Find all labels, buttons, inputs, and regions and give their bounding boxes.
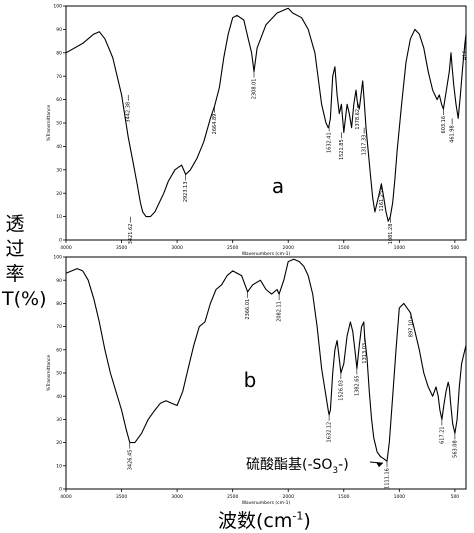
y-axis-label: %Transmittance — [46, 355, 52, 391]
x-tick-label: 1500 — [338, 245, 350, 251]
x-tick-label: 1000 — [394, 245, 406, 251]
peak-label: 2366.01 — [245, 299, 251, 320]
x-tick-label: 1500 — [338, 494, 350, 500]
x-tick-label: 2000 — [282, 494, 294, 500]
x-tick-label: 2500 — [227, 494, 239, 500]
x-tick-label: 2000 — [282, 245, 294, 251]
spectrum-panel-b: 4000 3500 3000 2500 2000 1500 1000 500 0 10 20 30 40… — [46, 255, 467, 506]
y-tick-label: 50 — [56, 121, 62, 127]
y-tick-label: 40 — [56, 144, 62, 150]
peak-label: 2923.13 — [183, 181, 189, 202]
peak-label: 1526.03 — [338, 380, 344, 401]
annotation-end: -) — [338, 457, 349, 473]
peak-label: 2308.01 — [252, 79, 258, 100]
peak-label: 461.98 — [450, 125, 456, 143]
y-tick-label: 40 — [56, 394, 62, 400]
y-tick-label: 70 — [56, 324, 62, 330]
y-tick-label: 0 — [59, 487, 62, 493]
x-axis-label-cn: 波数(cm-1) — [218, 506, 311, 533]
annotation-sub: 3 — [332, 465, 339, 476]
peak-label: 1632.41 — [327, 132, 333, 153]
y-axis-label-cn: 透过率T(%) — [2, 213, 47, 310]
y-tick-label: 30 — [56, 167, 62, 173]
y-tick-label: 70 — [56, 74, 62, 80]
y-tick-label: 30 — [56, 417, 62, 423]
peak-label: 1632.12 — [327, 422, 333, 443]
peak-label: 563.08 — [452, 440, 458, 458]
y-tick-label: 50 — [56, 371, 62, 377]
x-tick-label: 2500 — [227, 245, 239, 251]
peak-label: 1317.33 — [362, 135, 368, 156]
peak-label: 1161.25 — [379, 191, 385, 212]
y-tick-label: 80 — [56, 50, 62, 56]
peak-label: 1378.62 — [355, 109, 361, 130]
peak-label: 3426.45 — [127, 450, 133, 471]
x-axis-label: Wavenumbers (cm-1) — [242, 500, 291, 506]
panel-label: b — [244, 368, 257, 392]
x-tick-label: 3500 — [116, 245, 128, 251]
x-axis-label-text: 波数(cm — [218, 510, 293, 532]
spectrum-panel-a: 4000 3500 3000 2500 2000 1500 1000 500 0 10 20 30 40… — [46, 4, 468, 257]
y-tick-label: 90 — [56, 278, 62, 284]
x-tick-label: 3000 — [171, 245, 183, 251]
y-tick-label: 90 — [56, 27, 62, 33]
y-tick-label: 60 — [56, 347, 62, 353]
y-tick-label: 20 — [56, 191, 62, 197]
x-axis-label-end: ) — [303, 510, 311, 532]
spectrum-line — [65, 7, 467, 222]
peak-label: 2082.11 — [277, 301, 283, 322]
peak-label: 1521.85 — [339, 139, 345, 160]
x-tick-label: 3500 — [116, 494, 128, 500]
sulfate-ester-annotation: 硫酸酯基(-SO3-) — [246, 454, 349, 476]
x-tick-label: 500 — [451, 245, 460, 251]
y-tick-label: 0 — [59, 238, 62, 244]
peak-label: 3421.62 — [128, 224, 134, 245]
x-tick-label: 1000 — [394, 494, 406, 500]
peak-label: 416 — [462, 50, 468, 60]
x-axis-label-sup: -1 — [292, 509, 304, 523]
y-tick-label: 80 — [56, 301, 62, 307]
peak-label: 2664.89 — [212, 114, 218, 135]
panel-label: a — [272, 174, 284, 198]
peak-label: 1382.65 — [354, 375, 360, 396]
y-tick-label: 10 — [56, 463, 62, 469]
y-axis-label: %Transmittance — [46, 105, 52, 141]
y-tick-label: 60 — [56, 97, 62, 103]
spectrum-line — [65, 258, 467, 462]
peak-label: 3442.38 — [126, 102, 132, 123]
x-tick-label: 4000 — [60, 494, 72, 500]
peak-label: 1111.16 — [385, 468, 391, 489]
annotation-arrow-head — [376, 462, 383, 468]
peak-label: 1081.28 — [388, 224, 394, 245]
x-axis-label: Wavenumbers (cm-1) — [242, 251, 291, 257]
peak-label: 617.21 — [439, 426, 445, 444]
annotation-text: 硫酸酯基(-SO — [246, 457, 333, 473]
y-tick-label: 10 — [56, 214, 62, 220]
x-tick-label: 500 — [451, 494, 460, 500]
y-tick-label: 20 — [56, 440, 62, 446]
peak-label: 897.10 — [408, 320, 414, 338]
x-tick-label: 4000 — [60, 245, 72, 251]
y-tick-label: 100 — [53, 4, 62, 10]
peak-label: 1313.03 — [362, 343, 368, 364]
peak-label: 603.16 — [441, 116, 447, 133]
y-tick-label: 100 — [53, 255, 62, 261]
x-tick-label: 3000 — [171, 494, 183, 500]
